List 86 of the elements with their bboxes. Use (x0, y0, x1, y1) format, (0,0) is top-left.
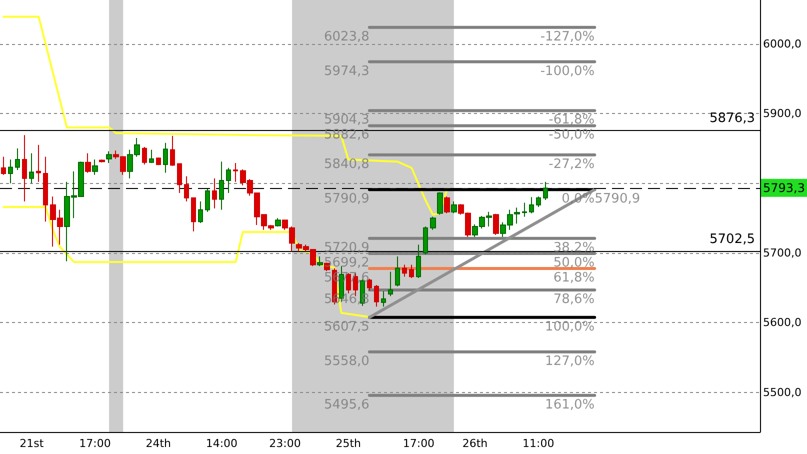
candlestick (142, 146, 147, 165)
candlestick (522, 202, 527, 218)
candlestick (529, 196, 534, 214)
y-tick-label: 5700,0 (763, 246, 802, 260)
data-label: 5607,5 (324, 319, 370, 334)
candlestick (233, 162, 238, 182)
candlestick (149, 149, 154, 164)
candlestick (402, 264, 407, 278)
y-tick-label: 5500,0 (763, 386, 802, 399)
y-tick-label: 5900,0 (763, 107, 802, 120)
candlestick (1, 156, 6, 176)
candlestick (367, 278, 372, 292)
annotation: 50,0% (553, 255, 595, 270)
candlestick (543, 181, 548, 200)
x-tick-label: 24th (146, 437, 171, 450)
data-label: 5904,3 (324, 112, 370, 128)
candlestick (22, 134, 27, 202)
y-tick-label: 6000,0 (763, 37, 802, 50)
data-label: 5790,9 (594, 192, 640, 207)
x-tick-label: 14:00 (206, 437, 238, 450)
annotation: 78,6% (553, 292, 595, 307)
candlestick (423, 226, 428, 255)
candlestick (493, 213, 499, 236)
x-tick-label: 21st (20, 437, 44, 450)
candlestick (381, 290, 386, 308)
candlestick (388, 271, 393, 297)
line-series (2, 16, 448, 216)
annotation: -100,0% (540, 64, 595, 79)
candlestick (29, 152, 34, 184)
candlestick (317, 256, 323, 267)
candlestick (43, 156, 48, 222)
candlestick (212, 178, 217, 209)
candlestick (99, 159, 105, 163)
x-tick-label: 17:00 (402, 437, 435, 450)
data-label: 5495,6 (324, 397, 370, 412)
annotation: -127,0% (540, 29, 595, 44)
ref-line-label: 5793,3 (763, 180, 805, 195)
candlestick (395, 256, 400, 287)
candlestick (536, 196, 541, 208)
data-label: 5558,0 (324, 354, 370, 369)
candlestick (184, 176, 189, 202)
annotation: -27,2% (548, 156, 595, 172)
candlestick (170, 135, 175, 166)
annotation: -50,0% (548, 128, 595, 143)
y-tick-label: 5600,0 (763, 316, 802, 330)
x-tick-label: 23:00 (269, 437, 301, 450)
annotation: 100,0% (545, 319, 595, 334)
candlestick (177, 163, 182, 194)
candlestick (226, 167, 231, 194)
candlestick (163, 142, 168, 174)
data-label: 6023,8 (324, 29, 370, 44)
line-series (2, 206, 370, 318)
candlestick (430, 216, 436, 230)
candlestick (416, 244, 421, 279)
candlestick (444, 196, 450, 214)
x-tick-label: 26th (462, 437, 488, 450)
data-label: 5974,3 (324, 64, 370, 79)
candlestick (275, 218, 281, 227)
candlestick (85, 152, 91, 174)
x-tick-label: 25th (336, 437, 361, 450)
candlestick (374, 284, 379, 308)
candlestick (156, 156, 161, 166)
candlestick (92, 159, 98, 176)
x-tick-label: 17:00 (79, 437, 111, 450)
candlestick (8, 159, 13, 184)
annotation: 61,8% (553, 270, 595, 286)
candlestick (198, 200, 203, 224)
candlestick (451, 200, 457, 214)
data-label: 5699,2 (324, 255, 370, 270)
candlestick (219, 161, 224, 210)
candlestick (106, 150, 112, 164)
ref-line-label: 5702,5 (710, 232, 755, 248)
data-label: 5882,6 (324, 128, 370, 143)
candlestick (191, 197, 196, 232)
candlestick (205, 188, 210, 212)
data-label: 5840,8 (324, 156, 370, 172)
annotation: -61,8% (548, 112, 595, 128)
candlestick (36, 144, 41, 182)
annotation: 161,0% (545, 397, 595, 412)
candlestick (409, 264, 414, 279)
ref-line-label: 5876,3 (710, 111, 755, 126)
data-label: 5790,9 (324, 192, 370, 207)
candlestick (437, 192, 443, 216)
candlestick (15, 148, 20, 171)
x-tick-label: 11:00 (522, 437, 554, 450)
annotation: 127,0% (545, 354, 595, 369)
